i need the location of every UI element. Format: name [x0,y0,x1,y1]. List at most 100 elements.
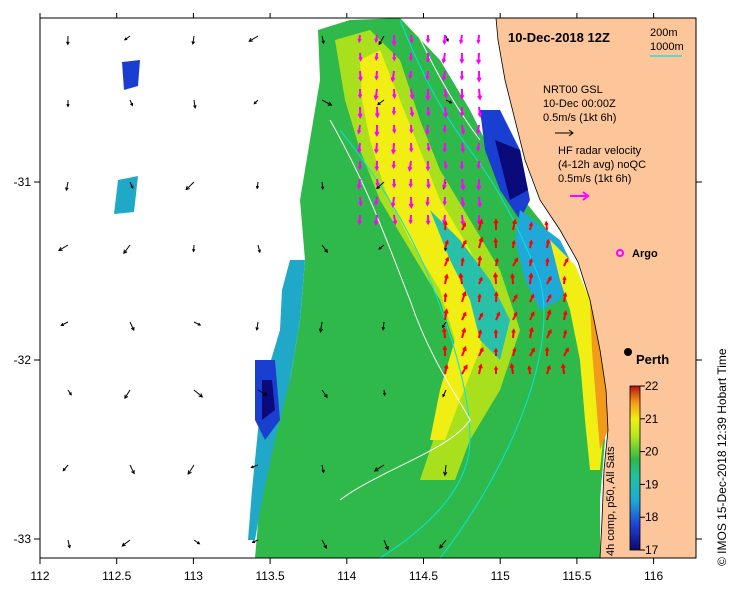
radar-arrow-red-head [545,257,550,263]
current-legend-line2: 10-Dec 00:00Z [543,98,616,110]
current-arrow-head [255,185,260,190]
radar-arrow-head [392,56,397,62]
current-arrow-head [443,471,448,477]
radar-legend-line2: (4-12h avg) noQC [558,159,646,171]
current-arrow-head [377,101,381,106]
radar-arrow-red-head [477,293,482,299]
radar-arrow-red-head [493,291,499,297]
radar-arrow-head [459,94,465,100]
colorbar-tick-label: 22 [645,379,659,393]
current-arrow-head [192,248,196,253]
current-arrow [187,464,195,475]
radar-legend-line3: 0.5m/s (1kt 6h) [558,173,631,185]
current-arrow-head [250,465,254,469]
radar-arrow-red-head [462,345,467,351]
current-arrow [321,389,328,398]
radar-arrow-head [442,147,447,153]
radar-arrow-head [408,74,413,80]
current-arrow [193,321,201,326]
radar-legend-arrow [570,191,590,201]
radar-arrow-head [357,113,363,120]
radar-arrow-head [442,184,447,190]
radar-arrow-red-head [514,257,519,262]
radar-arrow-head [392,94,397,100]
radar-arrow-head [460,202,466,208]
radar-arrow-head [459,58,465,65]
x-tick-label: 114 [337,569,356,583]
current-legend-line3: 0.5m/s (1kt 6h) [543,112,616,124]
radar-arrow-red-head [528,272,534,278]
current-arrow-head [323,544,327,549]
current-arrow-head [384,545,389,551]
current-arrow-head [263,391,268,396]
current-arrow [67,539,71,548]
current-arrow [62,464,69,471]
radar-arrow-red-head [477,255,483,261]
radar-arrow-red-head [445,256,450,262]
current-arrow-head [324,249,328,254]
plot-frame [39,17,697,559]
current-arrow-head [124,394,129,400]
colorbar-tick-label: 20 [645,445,659,459]
radar-arrow-head [408,203,414,209]
current-arrow-head [327,101,333,106]
current-arrow [383,539,389,550]
radar-arrow-head [357,93,363,99]
current-arrow [321,464,325,473]
current-arrow-head [448,100,453,104]
radar-arrow-head [425,38,431,44]
current-arrow [444,464,447,476]
current-arrow-head [58,247,63,252]
current-arrow-head [255,327,259,331]
x-axis: 112 112.5 113 113.5 114 114.5 115 115.5 116 [30,13,663,583]
current-arrow [321,539,327,549]
radar-arrow-red-head [494,257,499,263]
radar-arrow-red-head [442,345,448,351]
radar-arrow-head [390,76,396,83]
radar-arrow-head [442,219,447,225]
radar-arrow-head [374,166,380,172]
radar-arrow-red-head [461,327,467,333]
current-arrow-head [373,467,379,472]
current-arrow-head [66,41,70,46]
current-arrow-head [66,103,70,108]
radar-arrow-red-head [442,327,447,333]
radar-arrow-head [443,93,448,99]
radar-arrow-red-head [492,271,499,278]
radar-arrow-red-head [562,275,567,281]
radar-arrow-head [425,75,430,81]
radar-arrow-red-head [528,239,534,245]
radar-arrow-head [356,184,362,190]
current-arrow [378,244,385,250]
radar-arrow-head [460,185,466,191]
current-arrow [256,181,259,189]
current-arrow-head [123,249,128,255]
sst-field [114,18,608,558]
current-arrow-head [130,326,135,331]
current-arrow [124,35,131,41]
current-arrow [61,321,69,326]
current-arrow-head [441,324,445,329]
radar-arrow-head [459,39,464,45]
radar-arrow-head [425,201,430,207]
current-arrow-head [378,40,383,46]
colorbar [629,385,641,551]
radar-arrow-head [391,164,396,170]
radar-arrow-head [425,130,430,136]
current-arrow-head [121,542,126,547]
current-arrow-head [185,185,190,191]
radar-arrow-head [442,128,447,134]
bathymetry-contours [329,18,545,558]
current-arrow [321,181,324,189]
current-arrows [58,35,453,551]
colorbar-tick-label: 17 [645,543,659,557]
radar-arrow-head [374,131,380,138]
radar-arrow-red-head [530,293,535,299]
radar-arrow-red-head [531,347,535,352]
current-arrow-head [443,247,448,252]
radar-arrow-head [426,146,431,152]
current-arrow [123,244,131,254]
current-arrow-head [320,186,325,190]
current-arrow-head [445,38,449,43]
radar-arrow-red-head [511,328,516,334]
